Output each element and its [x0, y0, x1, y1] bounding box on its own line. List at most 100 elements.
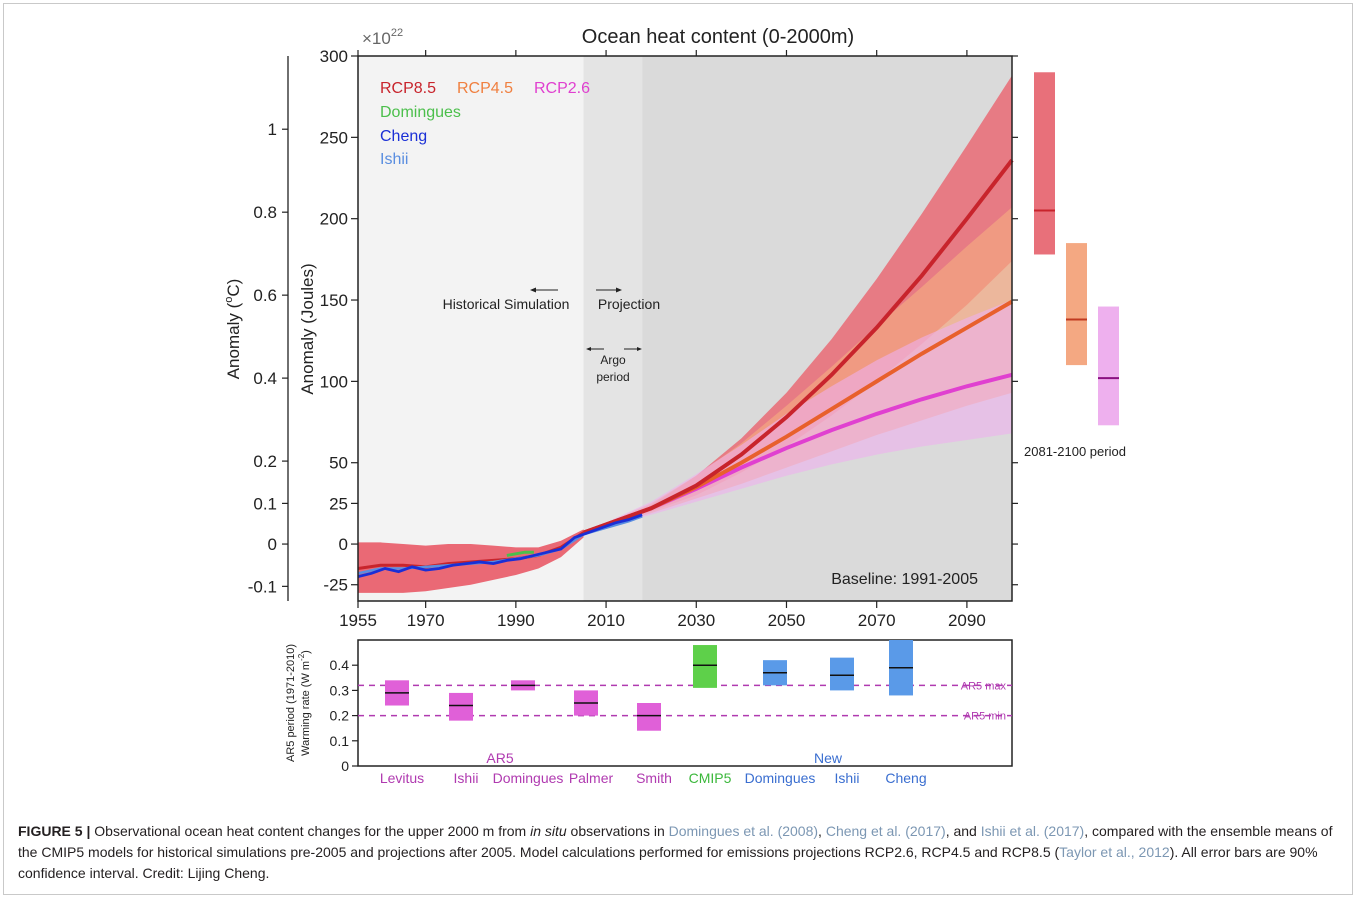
right-axis-ticks [1012, 55, 1018, 586]
line-domingues [506, 550, 534, 557]
series-lines [357, 158, 1014, 578]
x-tick-label: 1955 [339, 611, 377, 630]
warming-rate-boxes [385, 640, 913, 731]
y2-tick-label: 0.8 [253, 203, 277, 222]
chart-title: Ocean heat content (0-2000m) [582, 26, 854, 48]
argo-label-line1: Argo [600, 353, 626, 367]
warming-y-tick-label: 0.1 [330, 733, 350, 749]
y2-tick-label: 0.1 [253, 494, 277, 513]
y2-tick-label: 0.6 [253, 286, 277, 305]
caption-text-6: ). All error bars are 90% confidence int… [18, 844, 1318, 881]
warming-box [637, 703, 661, 731]
warming-y-tick-label: 0.4 [330, 657, 350, 673]
exponent-label: ×1022 [362, 27, 403, 48]
caption-text-italic: in situ [530, 823, 567, 839]
figure-svg: 1955 1970 1990 2010 2030 2050 2070 2090 -25 0 25 5… [223, 26, 1126, 786]
y-tick-label: 100 [320, 372, 348, 391]
annotations: Historical Simulation Projection Argo pe… [443, 287, 1126, 588]
warming-box [830, 657, 854, 691]
y2-tick-label: -0.1 [248, 577, 277, 596]
x-tick-label: 2090 [948, 611, 986, 630]
y-tick-label: 250 [320, 128, 348, 147]
x-tick-label: 2050 [768, 611, 806, 630]
band-rcp26 [583, 300, 1012, 533]
legend-ishii: Ishii [380, 151, 408, 168]
caption-ref-ishii[interactable]: Ishii et al. (2017) [980, 823, 1085, 839]
warming-box [693, 645, 717, 688]
group-label-new: New [814, 750, 843, 766]
y-axis-celsius-ticks: -0.1 0 0.1 0.2 0.4 0.6 0.8 1 [248, 120, 288, 596]
warming-rate-ylabel-line1: AR5 period (1971-2010) [285, 644, 297, 762]
period-box-rcp45 [1066, 243, 1087, 366]
y2-tick-label: 0.4 [253, 369, 277, 388]
x-tick-label: 2070 [858, 611, 896, 630]
argo-arrowhead-right [637, 347, 642, 351]
warming-rate-ylabel-line2: Warming rate (W m-2) [297, 650, 312, 756]
y-tick-label: 300 [320, 47, 348, 66]
warming-y-tick-label: 0.2 [330, 708, 350, 724]
period-box-rcp85 [1034, 72, 1055, 255]
caption-ref-domingues[interactable]: Domingues et al. (2008) [668, 823, 819, 839]
warming-category-label: Ishii [454, 770, 479, 786]
y2-tick-label: 0.2 [253, 452, 277, 471]
warming-rate-y-ticks: 0 0.1 0.2 0.3 0.4 [330, 657, 358, 774]
y-tick-label: 150 [320, 291, 348, 310]
x-tick-label: 1970 [407, 611, 445, 630]
warming-box [449, 692, 473, 721]
warming-category-label: Domingues [493, 770, 564, 786]
caption-ref-taylor[interactable]: Taylor et al., 2012 [1059, 844, 1170, 860]
y2-tick-label: 1 [268, 120, 277, 139]
figure-frame [3, 3, 1353, 895]
warming-rate-category-labels: Levitus Ishii Domingues Palmer Smith CMIP5 Dom… [380, 770, 927, 786]
x-tick-label: 1990 [497, 611, 535, 630]
historical-simulation-label: Historical Simulation [443, 296, 570, 312]
y2-tick-label: 0 [268, 535, 277, 554]
y-axis-celsius-label: Anomaly (oC) [223, 279, 243, 380]
y-tick-label: 200 [320, 210, 348, 229]
legend-rcp85: RCP8.5 [380, 80, 436, 97]
y-tick-label: 0 [339, 535, 348, 554]
warming-category-label: CMIP5 [689, 770, 732, 786]
group-label-ar5: AR5 [486, 750, 513, 766]
argo-label-line2: period [596, 370, 629, 384]
x-axis-ticks: 1955 1970 1990 2010 2030 2050 2070 2090 [339, 50, 986, 630]
y-axis-joules-label: Anomaly (Joules) [298, 263, 317, 394]
caption-label: FIGURE 5 | [18, 823, 91, 839]
x-tick-label: 2010 [587, 611, 625, 630]
legend: RCP8.5 RCP4.5 RCP2.6 Domingues Cheng Ish… [380, 80, 590, 168]
warming-y-tick-label: 0 [341, 758, 349, 774]
warming-category-label: Palmer [569, 770, 614, 786]
caption-text-5: , compared with the ensemble means of th… [18, 823, 1333, 860]
legend-cheng: Cheng [380, 128, 427, 145]
historical-period-background [358, 56, 584, 601]
ref-line-label: AR5 max [961, 680, 1007, 692]
line-rcp85 [582, 158, 1014, 535]
caption-text-3: , [818, 823, 826, 839]
y-tick-label: 50 [329, 454, 348, 473]
y-tick-label: 25 [329, 494, 348, 513]
legend-rcp45: RCP4.5 [457, 80, 513, 97]
y-axis-joules-ticks: -25 0 25 50 100 150 200 250 300 [320, 47, 358, 595]
warming-category-label: Levitus [380, 770, 424, 786]
argo-period-background [583, 56, 643, 601]
caption-text-2: observations in [566, 823, 669, 839]
main-plot-border [357, 55, 1013, 602]
period-2081-2100-label: 2081-2100 period [1024, 444, 1126, 459]
period-box-rcp26 [1098, 306, 1119, 426]
argo-arrowhead-left [586, 347, 591, 351]
legend-rcp26: RCP2.6 [534, 80, 590, 97]
caption-text-1: Observational ocean heat content changes… [90, 823, 531, 839]
y-tick-label: -25 [323, 576, 348, 595]
ref-line-label: AR5 min [964, 711, 1006, 723]
caption-ref-cheng[interactable]: Cheng et al. (2017) [825, 823, 946, 839]
warming-category-label: Smith [636, 770, 672, 786]
projection-arrowhead [616, 287, 622, 293]
projection-label: Projection [598, 296, 660, 312]
caption-text-4: , and [945, 823, 981, 839]
warming-category-label: Domingues [745, 770, 816, 786]
period-2081-2100-boxes [1034, 72, 1119, 426]
warming-y-tick-label: 0.3 [330, 682, 350, 698]
line-cheng [357, 513, 643, 578]
figure-caption: FIGURE 5 | Observational ocean heat cont… [18, 821, 1340, 884]
warming-category-label: Cheng [885, 770, 926, 786]
